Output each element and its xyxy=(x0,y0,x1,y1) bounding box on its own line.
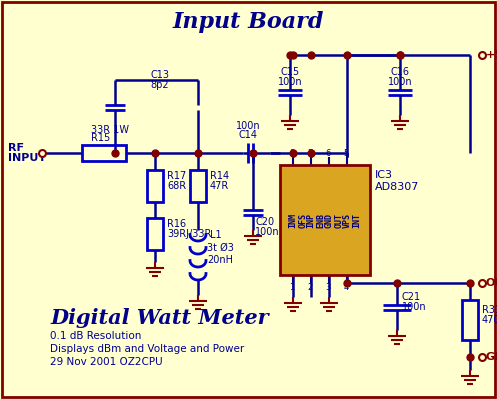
Text: R14: R14 xyxy=(210,171,229,181)
Text: ENB: ENB xyxy=(317,213,326,227)
Bar xyxy=(147,218,163,250)
Text: Input Board: Input Board xyxy=(172,11,324,33)
Text: R16: R16 xyxy=(167,219,186,229)
Text: VPS: VPS xyxy=(342,213,351,227)
Text: 3t Ø3: 3t Ø3 xyxy=(207,243,234,253)
Text: 100n: 100n xyxy=(236,121,260,131)
Bar xyxy=(190,170,206,202)
Text: 4: 4 xyxy=(343,284,348,292)
Text: GND: GND xyxy=(486,352,497,362)
Text: 8: 8 xyxy=(289,148,295,158)
Text: INPUT: INPUT xyxy=(8,153,46,163)
Text: OFS: OFS xyxy=(299,213,308,227)
Text: RF: RF xyxy=(8,143,24,153)
Text: AD8307: AD8307 xyxy=(375,182,419,192)
Text: 0.1 dB Resolution: 0.1 dB Resolution xyxy=(50,331,141,341)
Text: 39RJ/33R: 39RJ/33R xyxy=(167,229,211,239)
Text: INM: INM xyxy=(288,213,298,227)
Text: INT: INT xyxy=(352,213,361,227)
Text: OUT: OUT xyxy=(486,278,497,288)
Text: C13: C13 xyxy=(151,70,169,80)
Text: 100n: 100n xyxy=(402,302,426,312)
Text: GND: GND xyxy=(325,213,333,227)
Text: Digital Watt Meter: Digital Watt Meter xyxy=(50,308,268,328)
Bar xyxy=(147,170,163,202)
Text: 8p2: 8p2 xyxy=(151,80,169,90)
Text: 47R: 47R xyxy=(210,181,229,191)
Text: 29 Nov 2001 OZ2CPU: 29 Nov 2001 OZ2CPU xyxy=(50,357,163,367)
Text: 100n: 100n xyxy=(388,77,413,87)
Text: +5V: +5V xyxy=(486,50,497,60)
Text: IC3: IC3 xyxy=(375,170,393,180)
Text: 1: 1 xyxy=(289,284,295,292)
Bar xyxy=(462,300,478,340)
Bar xyxy=(82,145,126,161)
Text: 6: 6 xyxy=(326,148,331,158)
Text: INP: INP xyxy=(307,213,316,227)
Text: C16: C16 xyxy=(391,67,410,77)
Text: L1: L1 xyxy=(210,230,222,240)
Text: R15: R15 xyxy=(91,133,110,143)
Text: Displays dBm and Voltage and Power: Displays dBm and Voltage and Power xyxy=(50,344,244,354)
Bar xyxy=(280,165,370,275)
Text: 2: 2 xyxy=(307,284,313,292)
Text: 7: 7 xyxy=(307,148,313,158)
Text: 68R: 68R xyxy=(167,181,186,191)
Text: OUT: OUT xyxy=(334,213,343,227)
Text: R17: R17 xyxy=(167,171,186,181)
Text: 100n: 100n xyxy=(278,77,302,87)
Text: 3: 3 xyxy=(326,284,331,292)
Text: 33R 1W: 33R 1W xyxy=(91,125,129,135)
Text: C20: C20 xyxy=(255,217,274,227)
Text: 20nH: 20nH xyxy=(207,255,233,265)
Text: C14: C14 xyxy=(239,130,257,140)
Text: 470k: 470k xyxy=(482,315,497,325)
Text: 5: 5 xyxy=(343,148,348,158)
Text: C21: C21 xyxy=(402,292,421,302)
Text: C15: C15 xyxy=(280,67,300,77)
Text: R31: R31 xyxy=(482,305,497,315)
Text: 100n: 100n xyxy=(255,227,280,237)
